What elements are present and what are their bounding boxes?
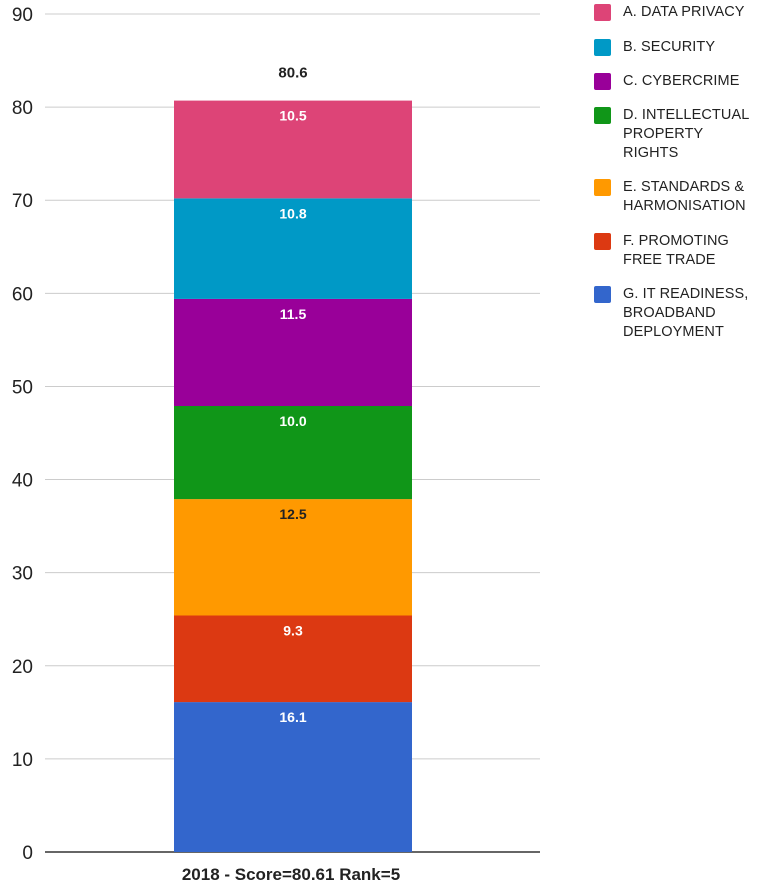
bar-segment[interactable] bbox=[174, 405, 412, 500]
legend-item[interactable]: E. STANDARDS & HARMONISATION bbox=[594, 178, 746, 216]
legend-label: G. IT READINESS, BROADBAND DEPLOYMENT bbox=[623, 286, 749, 340]
bar-segment-label: 10.0 bbox=[279, 413, 306, 429]
legend-label: E. STANDARDS & HARMONISATION bbox=[623, 179, 746, 214]
y-tick-label: 60 bbox=[12, 284, 33, 305]
y-tick-label: 10 bbox=[12, 750, 33, 771]
bar-stack bbox=[174, 100, 412, 852]
bar-segment[interactable] bbox=[174, 100, 412, 199]
legend-item[interactable]: A. DATA PRIVACY bbox=[594, 3, 745, 22]
legend-label: C. CYBERCRIME bbox=[623, 73, 740, 89]
y-tick-label: 50 bbox=[12, 377, 33, 398]
legend-item[interactable]: F. PROMOTING FREE TRADE bbox=[594, 232, 729, 270]
y-axis-ticks: 0 10 20 30 40 50 60 70 80 90 bbox=[12, 5, 33, 864]
bar-total-label: 80.6 bbox=[278, 65, 307, 82]
legend-label: D. INTELLECTUAL PROPERTY RIGHTS bbox=[623, 107, 750, 161]
bar-segment-label: 11.5 bbox=[280, 306, 307, 322]
y-tick-label: 30 bbox=[12, 564, 33, 585]
bar-segment[interactable] bbox=[174, 702, 412, 852]
legend-swatch bbox=[594, 73, 611, 90]
legend-swatch bbox=[594, 233, 611, 250]
segment-labels: 16.1 9.3 12.5 10.0 11.5 10.8 10.5 bbox=[279, 108, 306, 725]
legend-label: B. SECURITY bbox=[623, 39, 716, 55]
legend-swatch bbox=[594, 4, 611, 21]
bar-segment-label: 10.5 bbox=[279, 108, 306, 124]
bar-segment-label: 10.8 bbox=[279, 205, 306, 221]
y-tick-label: 40 bbox=[12, 471, 33, 492]
bar-segment-label: 12.5 bbox=[279, 506, 306, 522]
legend-swatch bbox=[594, 286, 611, 303]
legend-swatch bbox=[594, 179, 611, 196]
legend-item[interactable]: B. SECURITY bbox=[594, 38, 715, 57]
legend-label: F. PROMOTING FREE TRADE bbox=[623, 233, 729, 268]
bar-segment-label: 9.3 bbox=[283, 622, 303, 638]
bar-segment[interactable] bbox=[174, 198, 412, 299]
legend-item[interactable]: G. IT READINESS, BROADBAND DEPLOYMENT bbox=[594, 285, 748, 342]
legend-label: A. DATA PRIVACY bbox=[623, 4, 745, 20]
legend-swatch bbox=[594, 107, 611, 124]
y-tick-label: 70 bbox=[12, 191, 33, 212]
y-tick-label: 90 bbox=[12, 5, 33, 26]
y-tick-label: 80 bbox=[12, 98, 33, 119]
legend-swatch bbox=[594, 39, 611, 56]
bar-segment[interactable] bbox=[174, 615, 412, 703]
bar-segment[interactable] bbox=[174, 298, 412, 406]
y-tick-label: 0 bbox=[22, 843, 33, 864]
y-tick-label: 20 bbox=[12, 657, 33, 678]
bar-segment[interactable] bbox=[174, 499, 412, 616]
legend-item[interactable]: C. CYBERCRIME bbox=[594, 72, 740, 91]
legend-item[interactable]: D. INTELLECTUAL PROPERTY RIGHTS bbox=[594, 106, 749, 163]
x-axis-category-label: 2018 - Score=80.61 Rank=5 bbox=[182, 865, 400, 884]
bar-segment-label: 16.1 bbox=[279, 709, 306, 725]
